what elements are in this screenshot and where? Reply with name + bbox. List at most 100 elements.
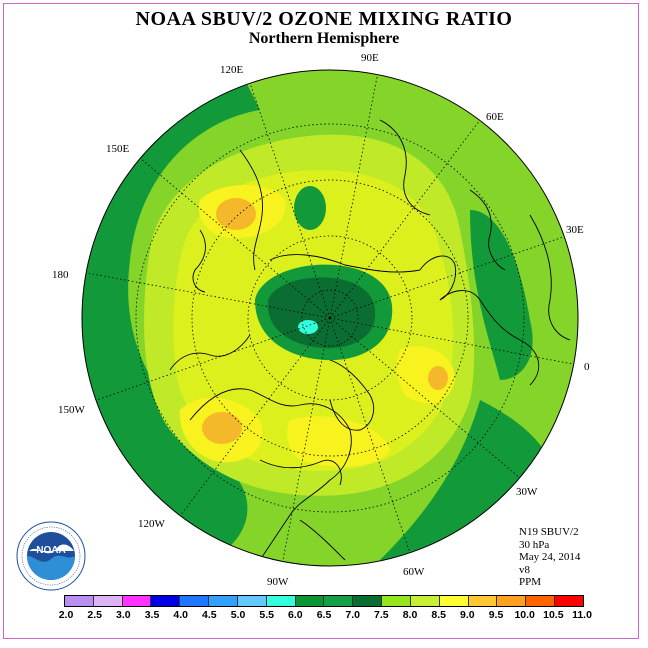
lat-circle-20 xyxy=(135,123,525,513)
color-swatch xyxy=(526,596,556,606)
meridian-30w xyxy=(329,317,521,479)
color-scale-tick-label: 9.0 xyxy=(460,609,475,621)
color-swatch xyxy=(439,596,469,606)
coast-arabia xyxy=(469,189,506,271)
lon-label-90w: 90W xyxy=(267,576,289,588)
map-boundary xyxy=(81,69,579,567)
color-scale-tick-label: 2.5 xyxy=(87,609,102,621)
color-scale-tick-label: 3.5 xyxy=(144,609,160,621)
dark-green-blob-north xyxy=(294,186,326,230)
color-scale-tick-label: 2.0 xyxy=(58,609,74,621)
lon-label-30w: 30W xyxy=(516,486,538,498)
coast-scandinavia xyxy=(419,255,457,301)
color-swatch xyxy=(410,596,440,606)
coastlines xyxy=(169,119,571,561)
coast-japan xyxy=(192,229,206,293)
meridian-30e xyxy=(329,236,564,319)
meridian-60w xyxy=(329,317,411,554)
color-scale-tick-label: 7.5 xyxy=(374,609,389,621)
info-level: 30 hPa xyxy=(519,538,550,551)
noaa-logo: NOAA xyxy=(16,521,86,591)
dark-green-ring-east xyxy=(470,210,533,380)
coast-greenland xyxy=(329,359,374,431)
lon-label-60w: 60W xyxy=(403,566,425,578)
color-swatch xyxy=(295,596,325,606)
coast-north-america xyxy=(189,388,352,561)
coast-asia-north xyxy=(269,254,421,273)
meridian-150w xyxy=(96,317,331,401)
meridian-60e xyxy=(329,119,481,319)
info-version: v8 xyxy=(519,563,530,576)
coast-europe xyxy=(439,290,540,386)
coast-india xyxy=(379,119,431,216)
color-scale-bar xyxy=(64,595,584,607)
color-scale-ticks: 2.0 2.5 3.0 3.5 4.0 4.5 5.0 5.5 6.0 6.5 7.0 7.5 8.0 8… xyxy=(0,609,648,623)
lon-label-30e: 30E xyxy=(566,224,584,236)
color-swatch xyxy=(209,596,238,606)
lon-label-150e: 150E xyxy=(106,143,130,155)
lon-label-180: 180 xyxy=(52,269,69,281)
color-swatch xyxy=(497,596,527,606)
coast-south-america xyxy=(299,519,346,561)
color-scale-tick-label: 9.5 xyxy=(488,609,504,621)
yellow-patch-south xyxy=(287,416,390,467)
color-swatch xyxy=(266,596,296,606)
color-scale-tick-label: 6.5 xyxy=(316,609,332,621)
lon-label-0: 0 xyxy=(584,361,590,373)
color-scale-tick-label: 10.0 xyxy=(514,609,535,621)
meridian-90e xyxy=(329,71,379,319)
lon-label-90e: 90E xyxy=(361,52,379,64)
dark-green-ring-south xyxy=(380,400,560,566)
color-scale-tick-label: 3.0 xyxy=(116,609,131,621)
color-scale-tick-label: 8.5 xyxy=(431,609,446,621)
ozone-field xyxy=(82,70,578,566)
info-date: May 24, 2014 xyxy=(519,551,581,563)
lon-label-120w: 120W xyxy=(138,518,166,530)
lat-circle-80 xyxy=(301,289,359,347)
color-swatch xyxy=(151,596,181,606)
orange-spot-west xyxy=(202,412,242,444)
info-instrument: N19 SBUV/2 xyxy=(519,526,579,538)
color-swatch xyxy=(237,596,267,606)
color-scale-tick-label: 5.0 xyxy=(230,609,246,621)
color-scale-tick-label: 5.5 xyxy=(259,609,274,621)
color-scale-tick-label: 8.0 xyxy=(402,609,418,621)
color-swatch xyxy=(324,596,354,606)
color-scale-tick-label: 4.5 xyxy=(202,609,217,621)
meridian-150e xyxy=(139,157,331,319)
noaa-logo-text: NOAA xyxy=(36,545,65,556)
coast-africa xyxy=(529,214,571,341)
color-scale-tick-label: 4.0 xyxy=(173,609,188,621)
coast-asia-east xyxy=(239,149,263,271)
info-units: PPM xyxy=(519,576,542,588)
color-swatch xyxy=(468,596,498,606)
coast-us-gulf xyxy=(259,459,342,486)
orange-spot-east xyxy=(428,366,448,390)
color-swatch xyxy=(93,596,123,606)
lon-label-120e: 120E xyxy=(220,64,244,76)
coast-alaska xyxy=(169,334,251,371)
color-swatch xyxy=(555,596,583,606)
lon-label-150w: 150W xyxy=(58,404,86,416)
color-scale-tick-label: 7.0 xyxy=(345,609,360,621)
graticule xyxy=(82,71,578,566)
meridian-120e xyxy=(249,82,331,319)
orange-spot-north xyxy=(216,198,256,230)
color-swatch xyxy=(353,596,383,606)
color-scale-tick-label: 6.0 xyxy=(288,609,303,621)
figure-frame xyxy=(3,3,639,639)
info-block: N19 SBUV/2 30 hPa May 24, 2014 v8 PPM xyxy=(519,526,580,589)
color-swatch xyxy=(382,596,411,606)
lat-circle-40 xyxy=(191,179,469,457)
color-swatch xyxy=(122,596,152,606)
meridian-120w xyxy=(179,317,331,517)
color-swatch xyxy=(65,596,94,606)
map-subtitle: Northern Hemisphere xyxy=(248,30,400,47)
color-scale-tick-label: 11.0 xyxy=(572,609,592,621)
cyan-minimum xyxy=(298,320,318,334)
color-scale-tick-label: 10.5 xyxy=(543,609,564,621)
lon-label-60e: 60E xyxy=(486,111,504,123)
color-swatch xyxy=(180,596,210,606)
map-title: NOAA SBUV/2 OZONE MIXING RATIO xyxy=(135,8,513,30)
